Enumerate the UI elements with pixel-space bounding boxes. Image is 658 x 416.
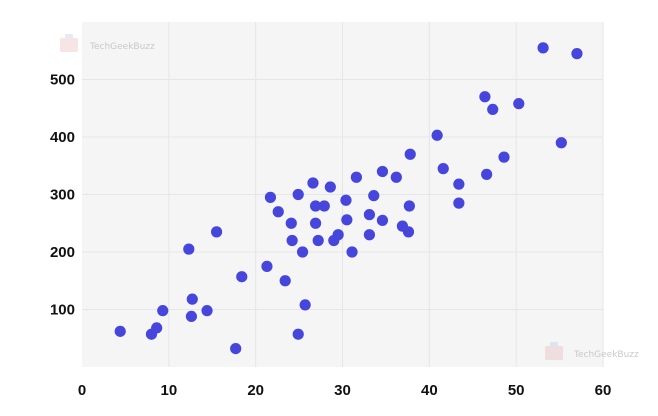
data-point [324, 181, 336, 193]
data-point [340, 194, 352, 206]
data-point [292, 188, 304, 201]
data-point [453, 197, 465, 209]
data-point [376, 214, 389, 226]
data-point [376, 165, 389, 178]
watermark-text: TechGeekBuzz [573, 350, 639, 360]
data-point [390, 171, 402, 183]
data-point [350, 171, 362, 183]
data-point [481, 168, 493, 180]
data-point [341, 214, 353, 226]
data-point [498, 151, 510, 163]
watermark-bottom-right: TechGeekBuzz [545, 342, 639, 360]
data-point [309, 217, 322, 229]
data-point [272, 206, 284, 218]
x-tick-label: 30 [334, 382, 351, 399]
y-tick-label: 200 [50, 244, 75, 261]
x-tick-label: 40 [421, 382, 438, 399]
x-tick-label: 0 [78, 382, 86, 399]
data-point [157, 305, 169, 317]
data-point [403, 200, 415, 212]
data-point [151, 322, 163, 334]
data-point [487, 103, 499, 115]
y-tick-label: 500 [50, 72, 75, 89]
data-point [404, 148, 416, 160]
data-point [363, 229, 376, 241]
y-tick-label: 300 [50, 187, 75, 204]
data-point [183, 243, 195, 255]
data-point [537, 42, 549, 54]
data-point [236, 271, 248, 283]
watermark-logo-icon [60, 34, 78, 52]
data-point [299, 299, 311, 311]
data-point [332, 229, 344, 241]
data-point [453, 178, 465, 190]
data-point [114, 325, 126, 337]
data-point [230, 343, 242, 355]
y-tick-label: 100 [50, 302, 75, 319]
data-point [571, 48, 583, 60]
data-point [264, 191, 277, 203]
data-point [210, 226, 223, 238]
data-point [292, 328, 304, 340]
x-tick-label: 20 [247, 382, 264, 399]
data-point [201, 305, 213, 317]
data-point [286, 234, 298, 247]
x-tick-label: 10 [160, 382, 177, 399]
x-axis-ticks: 0 10 20 30 40 50 60 [78, 382, 612, 399]
data-point [296, 246, 309, 258]
data-point [402, 226, 415, 238]
data-point [285, 217, 297, 229]
data-point [261, 260, 273, 272]
watermark-text: TechGeekBuzz [89, 42, 155, 52]
data-point [513, 98, 525, 110]
data-point [431, 129, 443, 141]
y-axis-ticks: 100 200 300 400 500 [50, 72, 75, 319]
data-point [312, 234, 324, 247]
data-point [186, 293, 198, 305]
grid-lines [82, 22, 604, 367]
watermark-top-left: TechGeekBuzz [60, 34, 155, 52]
data-point [437, 163, 449, 175]
x-tick-label: 50 [508, 382, 525, 399]
data-point [346, 246, 358, 258]
data-point [318, 200, 330, 212]
data-point [185, 310, 198, 322]
data-point [309, 200, 322, 212]
watermark-logo-icon [545, 342, 563, 360]
data-points [114, 42, 583, 355]
x-tick-label: 60 [595, 382, 612, 399]
y-tick-label: 400 [50, 129, 75, 146]
data-point [479, 91, 491, 103]
data-point [555, 137, 567, 149]
data-point [279, 275, 291, 287]
data-point [368, 190, 380, 202]
data-point [363, 209, 376, 221]
data-point [307, 177, 319, 189]
